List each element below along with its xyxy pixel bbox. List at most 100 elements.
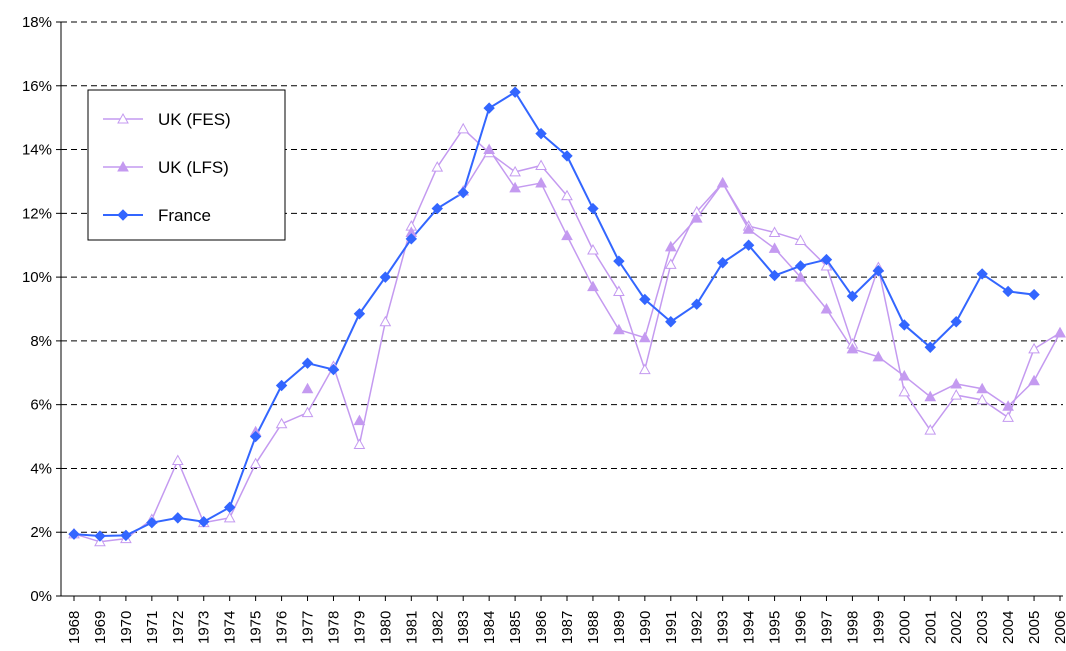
marker (223, 501, 236, 514)
legend-label: France (158, 206, 211, 225)
marker (820, 302, 833, 314)
x-tick-label: 1984 (481, 611, 498, 644)
x-tick-label: 1976 (274, 611, 291, 644)
marker (379, 271, 392, 283)
marker (275, 379, 288, 392)
marker (431, 202, 443, 215)
marker (353, 438, 366, 450)
x-tick-label: 1996 (793, 611, 810, 644)
marker (587, 280, 599, 292)
marker (405, 233, 418, 245)
marker (691, 298, 703, 310)
marker (327, 363, 340, 376)
marker (1002, 285, 1014, 298)
marker (638, 331, 651, 343)
marker (1002, 400, 1014, 411)
marker (638, 363, 651, 375)
marker (768, 269, 781, 282)
marker (301, 357, 314, 369)
x-tick-label: 1991 (663, 611, 680, 644)
marker (457, 186, 469, 199)
y-tick-label: 16% (22, 78, 52, 95)
marker (171, 454, 184, 465)
x-tick-label: 2005 (1026, 611, 1043, 644)
y-tick-label: 18% (22, 14, 52, 31)
x-tick-label: 1997 (818, 611, 835, 644)
marker (898, 369, 911, 381)
marker (198, 515, 210, 528)
marker (1054, 326, 1066, 338)
marker (379, 315, 392, 327)
marker (535, 177, 547, 188)
marker (613, 255, 625, 267)
marker (120, 529, 132, 542)
marker (846, 342, 859, 354)
marker (249, 430, 262, 443)
x-tick-label: 1977 (300, 611, 317, 644)
marker (924, 424, 937, 435)
marker (665, 316, 677, 328)
marker (613, 285, 625, 296)
marker (561, 229, 573, 241)
marker (664, 240, 677, 252)
marker (146, 516, 158, 529)
marker (535, 127, 547, 140)
marker (742, 223, 755, 234)
x-tick-label: 1971 (144, 611, 161, 644)
series-line (462, 148, 1061, 408)
marker (742, 239, 755, 251)
marker (301, 406, 314, 418)
x-tick-label: 1987 (559, 611, 576, 644)
x-tick-label: 1993 (715, 611, 732, 644)
marker (509, 165, 521, 177)
marker (639, 293, 651, 306)
x-tick-label: 1998 (844, 611, 861, 644)
x-tick-label: 1970 (118, 611, 135, 644)
x-tick-label: 2004 (1000, 611, 1017, 644)
marker (249, 457, 262, 469)
x-tick-label: 1968 (66, 611, 83, 644)
marker (846, 290, 859, 302)
marker (820, 253, 833, 266)
x-tick-label: 1974 (222, 611, 239, 644)
marker (950, 377, 963, 389)
marker (976, 393, 989, 405)
x-tick-label: 1978 (325, 611, 342, 644)
legend-label: UK (LFS) (158, 158, 229, 177)
x-tick-label: 2003 (974, 611, 991, 644)
marker (587, 202, 599, 215)
marker (561, 150, 573, 162)
marker (664, 258, 677, 269)
marker (117, 209, 129, 221)
marker (1028, 342, 1040, 354)
x-tick-label: 1973 (196, 611, 213, 644)
marker (794, 234, 807, 245)
marker (768, 226, 781, 237)
marker (509, 86, 521, 98)
x-tick-label: 1982 (429, 611, 446, 644)
marker (872, 350, 885, 362)
marker (794, 271, 807, 282)
marker (117, 160, 129, 172)
x-tick-label: 1988 (585, 611, 602, 644)
marker (431, 161, 444, 172)
y-tick-label: 14% (22, 142, 52, 159)
marker (768, 242, 781, 253)
marker (716, 177, 729, 188)
legend-label: UK (FES) (158, 110, 231, 129)
marker (1028, 288, 1040, 301)
x-tick-label: 1999 (870, 611, 887, 644)
y-tick-label: 8% (30, 333, 52, 350)
marker (924, 341, 936, 353)
marker (976, 382, 989, 394)
x-tick-label: 1980 (377, 611, 394, 644)
marker (275, 417, 288, 429)
x-tick-label: 1989 (611, 611, 628, 644)
y-tick-label: 0% (30, 588, 52, 605)
marker (353, 414, 366, 426)
x-tick-label: 1972 (170, 611, 187, 644)
marker (68, 528, 80, 540)
marker (301, 382, 314, 394)
y-tick-label: 12% (22, 205, 52, 222)
